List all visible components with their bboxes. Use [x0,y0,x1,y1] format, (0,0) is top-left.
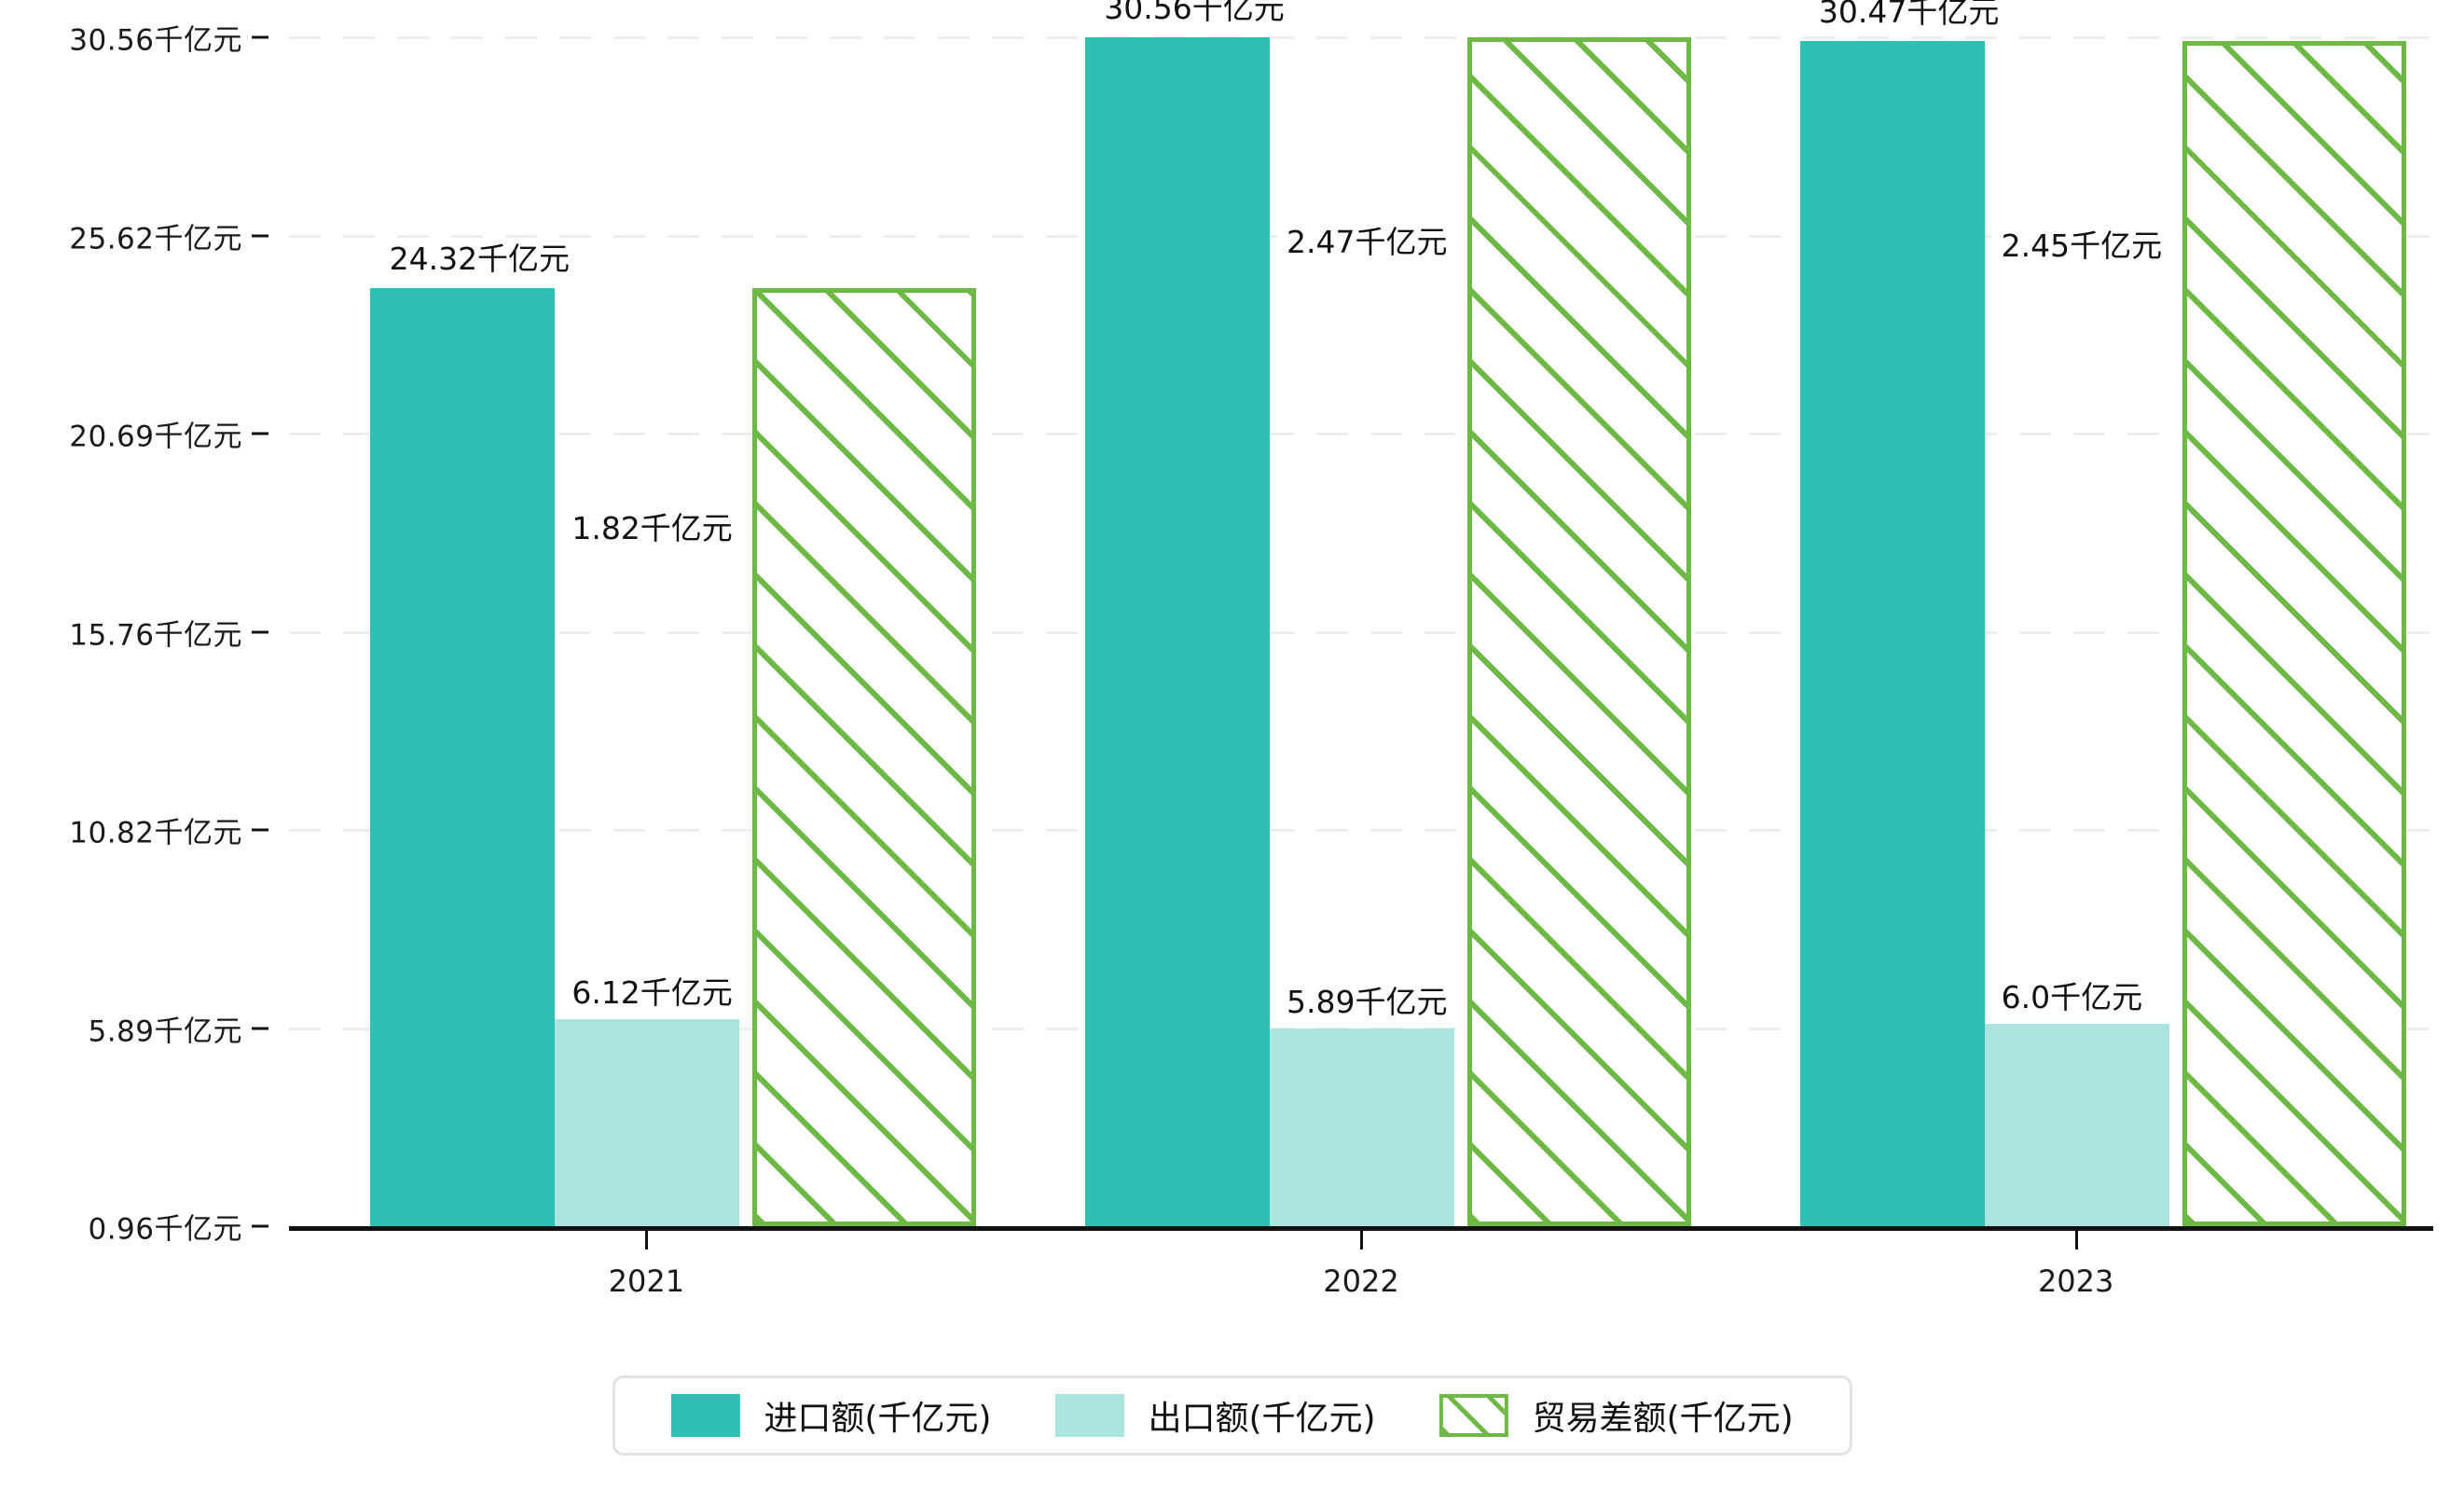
value-label-import: 24.32千亿元 [389,240,571,277]
legend-label: 贸易差额(千亿元) [1532,1400,1794,1438]
balance-swatch-icon [1438,1394,1508,1437]
x-axis-tick-label: 2023 [2037,1263,2114,1299]
y-axis-tick-mark [252,35,268,39]
bar-import[interactable] [1085,37,1270,1226]
value-label-import: 30.47千亿元 [1818,0,2000,30]
y-axis-tick-label: 0.96千亿元 [88,1212,242,1247]
bar-export[interactable] [1984,1023,2169,1226]
gridline [289,36,2433,39]
gridline [289,433,2433,436]
bar-import[interactable] [370,287,556,1226]
y-axis-tick-mark [252,1027,268,1030]
x-axis-tick-label: 2021 [608,1263,685,1299]
y-axis-tick-label: 5.89千亿元 [88,1015,242,1049]
x-axis-tick-mark [1360,1231,1363,1249]
gridline [289,630,2433,634]
x-axis-tick-label: 2022 [1323,1263,1399,1299]
x-axis-line [289,1226,2433,1231]
legend-label: 出口额(千亿元) [1148,1400,1376,1438]
x-axis-tick-mark [2074,1231,2078,1249]
y-axis-tick-label: 30.56千亿元 [69,23,242,58]
x-axis-tick-mark [645,1231,649,1249]
export-swatch-icon [1054,1394,1124,1437]
y-axis-tick-label: 20.69千亿元 [69,420,242,454]
y-axis-tick-mark [252,1224,268,1228]
y-axis-tick-mark [252,234,268,238]
import-swatch-icon [670,1394,740,1437]
value-label-import: 30.56千亿元 [1104,0,1285,27]
value-label-balance: 2.47千亿元 [1277,219,1457,266]
plot-area: 24.32千亿元 1.82千亿元 6.12千亿元 30.56千亿元 2.47千亿元 5.8… [289,0,2433,1226]
bar-balance[interactable] [2182,40,2406,1226]
y-axis-tick-label: 10.82千亿元 [69,816,242,850]
value-label-export: 6.12千亿元 [562,969,742,1016]
bar-export[interactable] [555,1018,740,1226]
chart-legend: 进口额(千亿元) 出口额(千亿元) 贸易差额(千亿元) [612,1375,1852,1456]
y-axis-tick-mark [252,432,268,435]
value-label-export: 6.0千亿元 [1991,973,2153,1021]
legend-label: 进口额(千亿元) [764,1400,992,1438]
legend-item[interactable]: 贸易差额(千亿元) [1438,1391,1794,1440]
bar-import[interactable] [1799,40,1985,1226]
y-axis-tick-mark [252,630,268,633]
value-label-export: 5.89千亿元 [1277,978,1457,1026]
value-label-balance: 2.45千亿元 [1991,222,2172,269]
bar-balance[interactable] [752,287,977,1226]
bar-balance[interactable] [1467,37,1691,1226]
gridline [289,829,2433,833]
y-axis-tick-label: 15.76千亿元 [69,618,242,652]
y-axis-tick-mark [252,828,268,832]
bar-export[interactable] [1270,1028,1454,1226]
y-axis-tick-label: 25.62千亿元 [69,222,242,256]
value-label-balance: 1.82千亿元 [562,504,742,552]
legend-item[interactable]: 出口额(千亿元) [1054,1391,1376,1440]
legend-item[interactable]: 进口额(千亿元) [670,1391,991,1440]
